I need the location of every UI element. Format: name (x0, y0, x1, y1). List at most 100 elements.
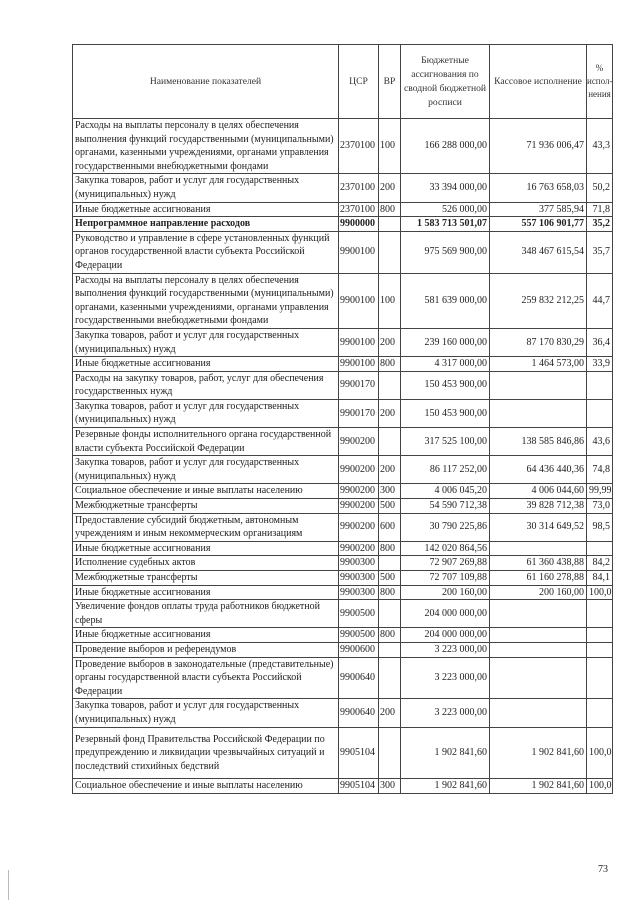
row-cash: 1 902 841,60 (489, 726, 587, 780)
row-name: Иные бюджетные ассигнования (72, 627, 339, 643)
row-pct: 99,99 (586, 483, 613, 500)
row-pct: 43,6 (586, 427, 613, 457)
row-budget: 30 790 225,86 (400, 512, 490, 542)
header-budget: Бюджетные ассигнования по сводной бюджет… (400, 44, 490, 119)
row-budget: 72 907 269,88 (400, 555, 490, 571)
row-pct (586, 540, 613, 557)
table-row: Расходы на закупку товаров, работ, услуг… (72, 370, 613, 400)
row-vr: 500 (378, 498, 401, 514)
row-csr: 9900100 (338, 356, 379, 372)
row-cash (489, 540, 587, 557)
row-vr (378, 427, 401, 457)
row-csr: 9900170 (338, 398, 379, 429)
row-cash: 1 464 573,00 (489, 356, 587, 372)
row-pct: 100,0 (586, 584, 613, 601)
row-budget: 581 639 000,00 (400, 272, 490, 329)
row-budget: 200 160,00 (400, 584, 490, 601)
row-pct (586, 641, 613, 658)
table-row: Проведение выборов в законодательные (пр… (72, 656, 613, 700)
row-csr: 9900200 (338, 540, 379, 557)
row-pct: 35,7 (586, 230, 613, 274)
row-cash: 87 170 830,29 (489, 327, 587, 358)
row-name: Увеличение фондов оплаты труда работнико… (72, 599, 339, 629)
row-name: Межбюджетные трансферты (72, 498, 339, 514)
row-budget: 54 590 712,38 (400, 498, 490, 514)
row-name: Исполнение судебных актов (72, 555, 339, 571)
row-csr: 9900100 (338, 230, 379, 274)
row-pct: 50,2 (586, 173, 613, 203)
row-name: Закупка товаров, работ и услуг для госуд… (72, 698, 339, 728)
row-pct: 100,0 (586, 778, 613, 794)
row-csr: 9900640 (338, 698, 379, 728)
row-budget: 526 000,00 (400, 201, 490, 218)
row-csr: 9900200 (338, 512, 379, 542)
row-vr: 200 (378, 327, 401, 358)
table-row: Иные бюджетные ассигнования 9900100 800 4 3… (72, 356, 613, 372)
row-vr: 800 (378, 584, 401, 601)
row-budget: 86 117 252,00 (400, 455, 490, 485)
row-cash: 61 160 278,88 (489, 570, 587, 586)
row-pct: 43,3 (586, 117, 613, 175)
row-pct: 36,4 (586, 327, 613, 358)
row-csr: 9900100 (338, 272, 379, 329)
row-budget: 1 902 841,60 (400, 726, 490, 780)
table-row: Резервный фонд Правительства Российской … (72, 726, 613, 780)
row-csr: 2370100 (338, 117, 379, 175)
table-row: Закупка товаров, работ и услуг для госуд… (72, 698, 613, 728)
row-cash: 377 585,94 (489, 201, 587, 218)
budget-execution-table: Наименование показателей ЦСР ВР Бюджетны… (72, 44, 613, 794)
row-csr: 9900000 (338, 216, 379, 232)
row-pct (586, 398, 613, 429)
row-csr: 9905104 (338, 726, 379, 780)
row-budget: 4 317 000,00 (400, 356, 490, 372)
table-row: Иные бюджетные ассигнования 9900500 800 204… (72, 627, 613, 643)
row-pct: 84,2 (586, 555, 613, 571)
header-name: Наименование показателей (72, 44, 339, 119)
row-name: Непрограммное направление расходов (72, 216, 339, 232)
row-name: Предоставление субсидий бюджетным, автон… (72, 512, 339, 542)
row-vr: 100 (378, 272, 401, 329)
row-pct: 98,5 (586, 512, 613, 542)
row-vr: 200 (378, 173, 401, 203)
header-vr: ВР (378, 44, 401, 119)
row-budget: 975 569 900,00 (400, 230, 490, 274)
row-pct: 84,1 (586, 570, 613, 586)
table-row: Расходы на выплаты персоналу в целях обе… (72, 117, 613, 175)
table-row: Резервные фонды исполнительного органа г… (72, 427, 613, 457)
row-vr (378, 216, 401, 232)
row-budget: 72 707 109,88 (400, 570, 490, 586)
row-vr (378, 599, 401, 629)
row-budget: 3 223 000,00 (400, 698, 490, 728)
table-row: Межбюджетные трансферты 9900200 500 54 590 … (72, 498, 613, 514)
row-pct (586, 370, 613, 400)
row-pct: 100,0 (586, 726, 613, 780)
row-name: Расходы на выплаты персоналу в целях обе… (72, 117, 339, 175)
row-cash: 30 314 649,52 (489, 512, 587, 542)
row-pct (586, 698, 613, 728)
row-budget: 33 394 000,00 (400, 173, 490, 203)
row-name: Иные бюджетные ассигнования (72, 540, 339, 557)
row-csr: 9900640 (338, 656, 379, 700)
row-name: Иные бюджетные ассигнования (72, 356, 339, 372)
row-name: Иные бюджетные ассигнования (72, 584, 339, 601)
row-csr: 9900600 (338, 641, 379, 658)
table-row: Закупка товаров, работ и услуг для госуд… (72, 398, 613, 429)
table-row: Исполнение судебных актов 9900300 72 907 2… (72, 555, 613, 571)
row-pct: 71,8 (586, 201, 613, 218)
row-vr: 800 (378, 356, 401, 372)
row-csr: 9900200 (338, 483, 379, 500)
row-cash (489, 627, 587, 643)
row-cash: 1 902 841,60 (489, 778, 587, 794)
row-vr: 200 (378, 455, 401, 485)
row-csr: 2370100 (338, 201, 379, 218)
row-name: Закупка товаров, работ и услуг для госуд… (72, 173, 339, 203)
row-vr (378, 641, 401, 658)
row-name: Резервный фонд Правительства Российской … (72, 726, 339, 780)
row-cash: 348 467 615,54 (489, 230, 587, 274)
row-vr: 200 (378, 698, 401, 728)
table-row: Иные бюджетные ассигнования 2370100 800 526… (72, 201, 613, 218)
row-budget: 3 223 000,00 (400, 641, 490, 658)
row-cash: 557 106 901,77 (489, 216, 587, 232)
row-budget: 204 000 000,00 (400, 599, 490, 629)
row-budget: 150 453 900,00 (400, 370, 490, 400)
